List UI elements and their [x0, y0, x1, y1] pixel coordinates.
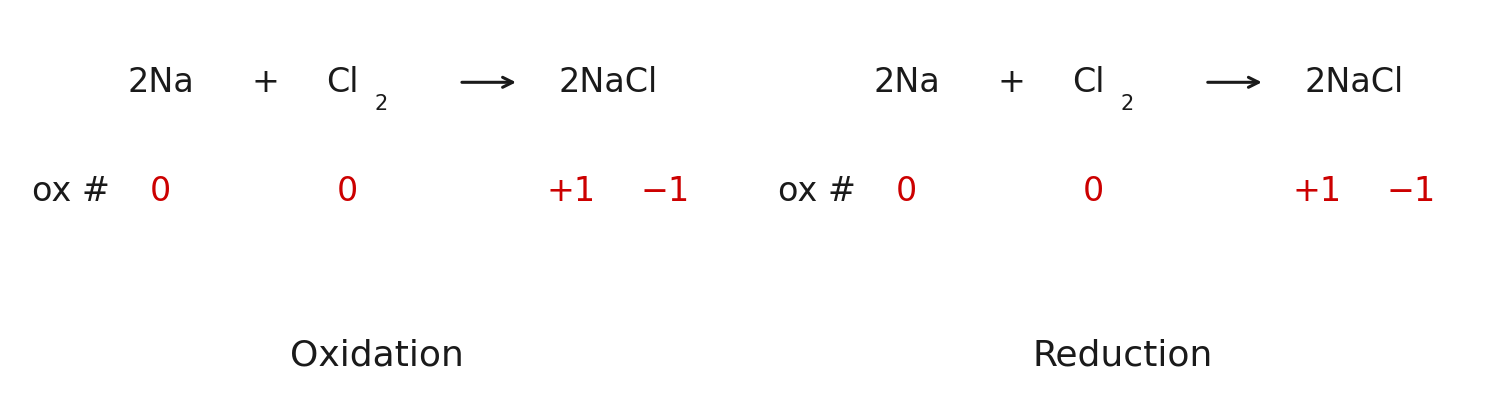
Text: 2Na: 2Na — [128, 66, 194, 99]
Text: ox #: ox # — [33, 175, 110, 208]
Text: Cl: Cl — [327, 66, 358, 99]
Text: Reduction: Reduction — [1032, 339, 1214, 373]
Text: 2: 2 — [1120, 94, 1134, 114]
Text: +1: +1 — [1293, 175, 1341, 208]
Text: Cl: Cl — [1072, 66, 1106, 99]
Text: 0: 0 — [336, 175, 358, 208]
Text: ox #: ox # — [778, 175, 856, 208]
Text: 2NaCl: 2NaCl — [1305, 66, 1404, 99]
Text: 0: 0 — [150, 175, 171, 208]
Text: 2: 2 — [375, 94, 388, 114]
Text: +1: +1 — [546, 175, 596, 208]
Text: 2Na: 2Na — [873, 66, 940, 99]
Text: 0: 0 — [896, 175, 916, 208]
Text: −1: −1 — [1386, 175, 1435, 208]
Text: −1: −1 — [640, 175, 690, 208]
Text: +: + — [252, 66, 279, 99]
Text: 2NaCl: 2NaCl — [558, 66, 658, 99]
Text: Oxidation: Oxidation — [290, 339, 464, 373]
Text: 0: 0 — [1083, 175, 1104, 208]
Text: +: + — [998, 66, 1024, 99]
